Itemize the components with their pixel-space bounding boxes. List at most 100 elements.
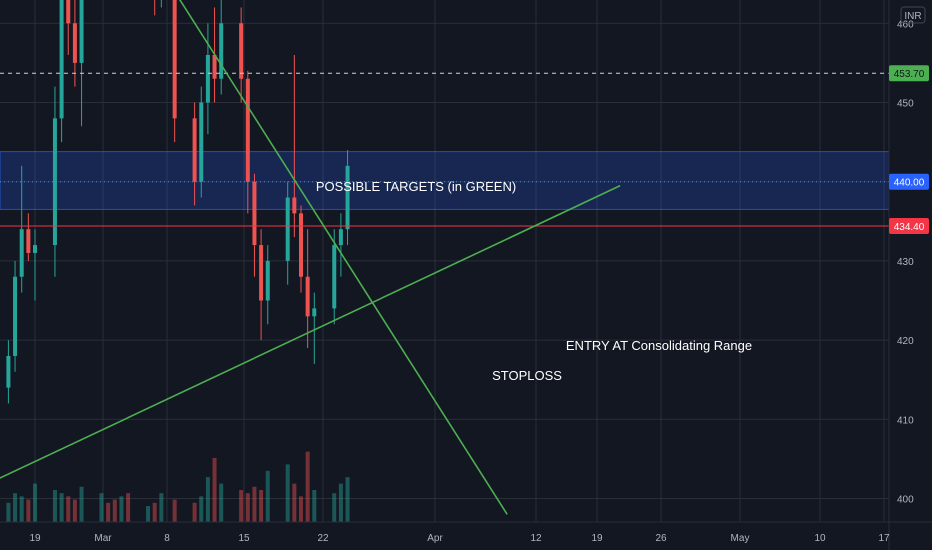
volume-bar: [345, 477, 350, 522]
volume-bar: [99, 493, 104, 522]
candle[interactable]: [205, 23, 210, 135]
candle-body: [72, 23, 77, 63]
y-tick-label: 460: [897, 19, 914, 30]
price-tag-text: 440.00: [894, 178, 925, 189]
candle-body: [192, 118, 197, 182]
volume-bar: [6, 502, 11, 522]
volume-bar: [106, 502, 111, 522]
x-tick-label: May: [731, 533, 750, 544]
candle[interactable]: [305, 229, 310, 349]
volume-bar: [146, 506, 151, 522]
candle[interactable]: [52, 86, 57, 277]
candle[interactable]: [299, 205, 303, 293]
x-tick-label: 19: [591, 533, 603, 544]
volume-bar: [332, 493, 337, 522]
candle[interactable]: [172, 0, 177, 143]
candle-body: [345, 165, 350, 230]
candle-body: [205, 54, 210, 103]
volume-bar: [33, 483, 37, 522]
candle[interactable]: [259, 229, 264, 341]
trendline-resistance[interactable]: [8, 0, 508, 515]
volume-bar: [205, 477, 210, 522]
volume-bar: [79, 486, 84, 522]
y-tick-label: 400: [897, 495, 914, 506]
candle[interactable]: [338, 213, 343, 277]
volume-layer: [6, 451, 350, 522]
trendlines-layer[interactable]: [0, 0, 621, 515]
candle-body: [212, 54, 217, 79]
candle[interactable]: [265, 245, 270, 325]
volume-bar: [159, 493, 164, 522]
candle[interactable]: [285, 181, 290, 285]
volume-bar: [59, 493, 64, 522]
y-tick-label: 420: [897, 336, 914, 347]
candle-body: [59, 0, 64, 119]
price-tag-text: 434.40: [894, 222, 925, 233]
candle-body: [52, 118, 57, 246]
entry-zone-layer: [0, 151, 890, 210]
price-tag[interactable]: [889, 218, 929, 235]
candle[interactable]: [245, 70, 250, 214]
x-tick-label: 19: [29, 533, 41, 544]
volume-bar: [212, 458, 217, 522]
candle-body: [19, 229, 24, 277]
volume-bar: [172, 499, 177, 522]
candle[interactable]: [6, 340, 11, 404]
candle-body: [239, 23, 244, 79]
candle[interactable]: [66, 0, 71, 55]
x-tick-label: 15: [238, 533, 250, 544]
volume-bar: [112, 499, 117, 522]
candle[interactable]: [192, 102, 197, 206]
volume-bar: [52, 490, 57, 522]
candle[interactable]: [33, 229, 37, 301]
candle[interactable]: [252, 173, 257, 277]
candle-body: [252, 181, 257, 246]
y-tick-label: 430: [897, 257, 914, 268]
candle[interactable]: [26, 213, 31, 261]
currency-badge-box: [900, 6, 926, 24]
candle[interactable]: [72, 0, 77, 87]
y-tick-label: 450: [897, 99, 914, 110]
candle[interactable]: [13, 260, 18, 372]
volume-bar: [259, 490, 264, 522]
x-tick-label: 26: [655, 533, 667, 544]
candle-body: [305, 276, 310, 317]
price-tag[interactable]: [889, 173, 929, 190]
candle[interactable]: [219, 0, 224, 95]
candle[interactable]: [59, 0, 64, 143]
candle[interactable]: [79, 0, 84, 127]
candle[interactable]: [292, 54, 297, 238]
x-tick-label: Apr: [427, 533, 443, 544]
currency-badge[interactable]: INR: [900, 6, 926, 24]
candle-body: [312, 308, 317, 317]
y-axis-panel: [889, 0, 932, 550]
candle-body: [245, 78, 250, 182]
candle-body: [66, 0, 71, 24]
candle[interactable]: [332, 229, 337, 325]
candle-body: [338, 229, 343, 246]
currency-label: INR: [904, 11, 921, 22]
annotation-entry: ENTRY AT Consolidating Range: [566, 338, 752, 353]
x-tick-label: 12: [530, 533, 542, 544]
candle-body: [6, 355, 11, 388]
candle[interactable]: [345, 150, 350, 246]
price-tag[interactable]: [889, 65, 929, 82]
candle[interactable]: [239, 7, 244, 103]
candle[interactable]: [199, 86, 204, 198]
trendline-support[interactable]: [0, 184, 621, 487]
volume-bar: [119, 496, 124, 522]
candle-body: [13, 276, 18, 356]
volume-bar: [192, 502, 197, 522]
volume-bar: [19, 496, 24, 522]
price-tag-text: 453.70: [894, 69, 925, 80]
candle[interactable]: [19, 165, 24, 293]
annotation-stoploss: STOPLOSS: [492, 368, 562, 383]
candle[interactable]: [312, 292, 317, 364]
x-tick-label: 10: [814, 533, 826, 544]
candles-layer[interactable]: [0, 0, 350, 427]
volume-bar: [305, 451, 310, 522]
entry-zone-rect[interactable]: [0, 151, 890, 210]
volume-bar: [13, 493, 18, 522]
